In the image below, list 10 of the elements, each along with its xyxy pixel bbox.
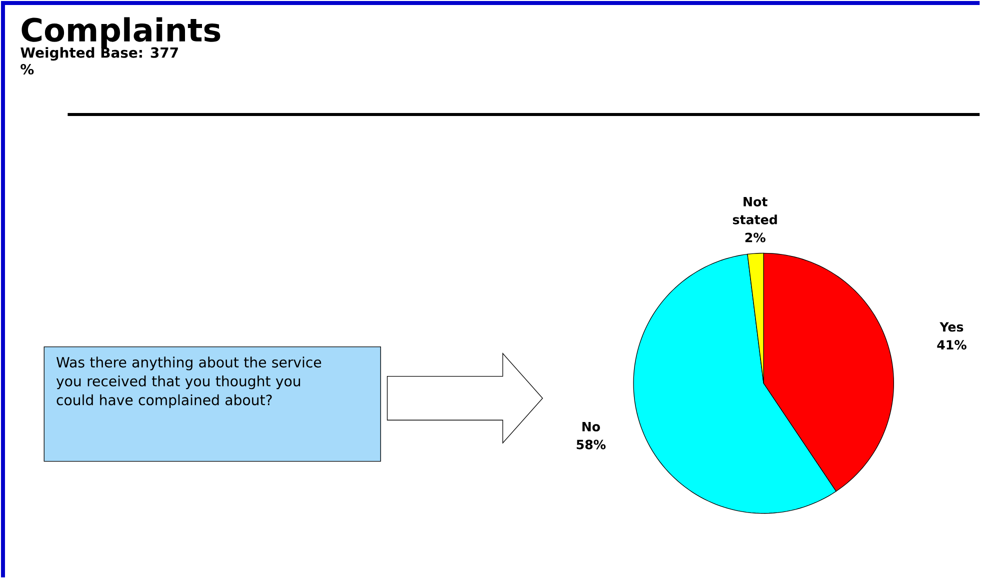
slice-label: No <box>582 422 600 432</box>
slice-label: Not stated <box>732 196 777 224</box>
text: Was there anything about the service you received that you thought you could have complained about? <box>56 356 322 408</box>
text: Weighted Base: 377 <box>20 46 178 60</box>
slice-label: Yes <box>940 322 964 332</box>
text: Complaints <box>22 17 220 48</box>
text: % <box>20 64 34 74</box>
data-label: 2% <box>745 232 766 242</box>
data-label: 41% <box>937 340 966 350</box>
data-label: 58% <box>576 440 606 450</box>
